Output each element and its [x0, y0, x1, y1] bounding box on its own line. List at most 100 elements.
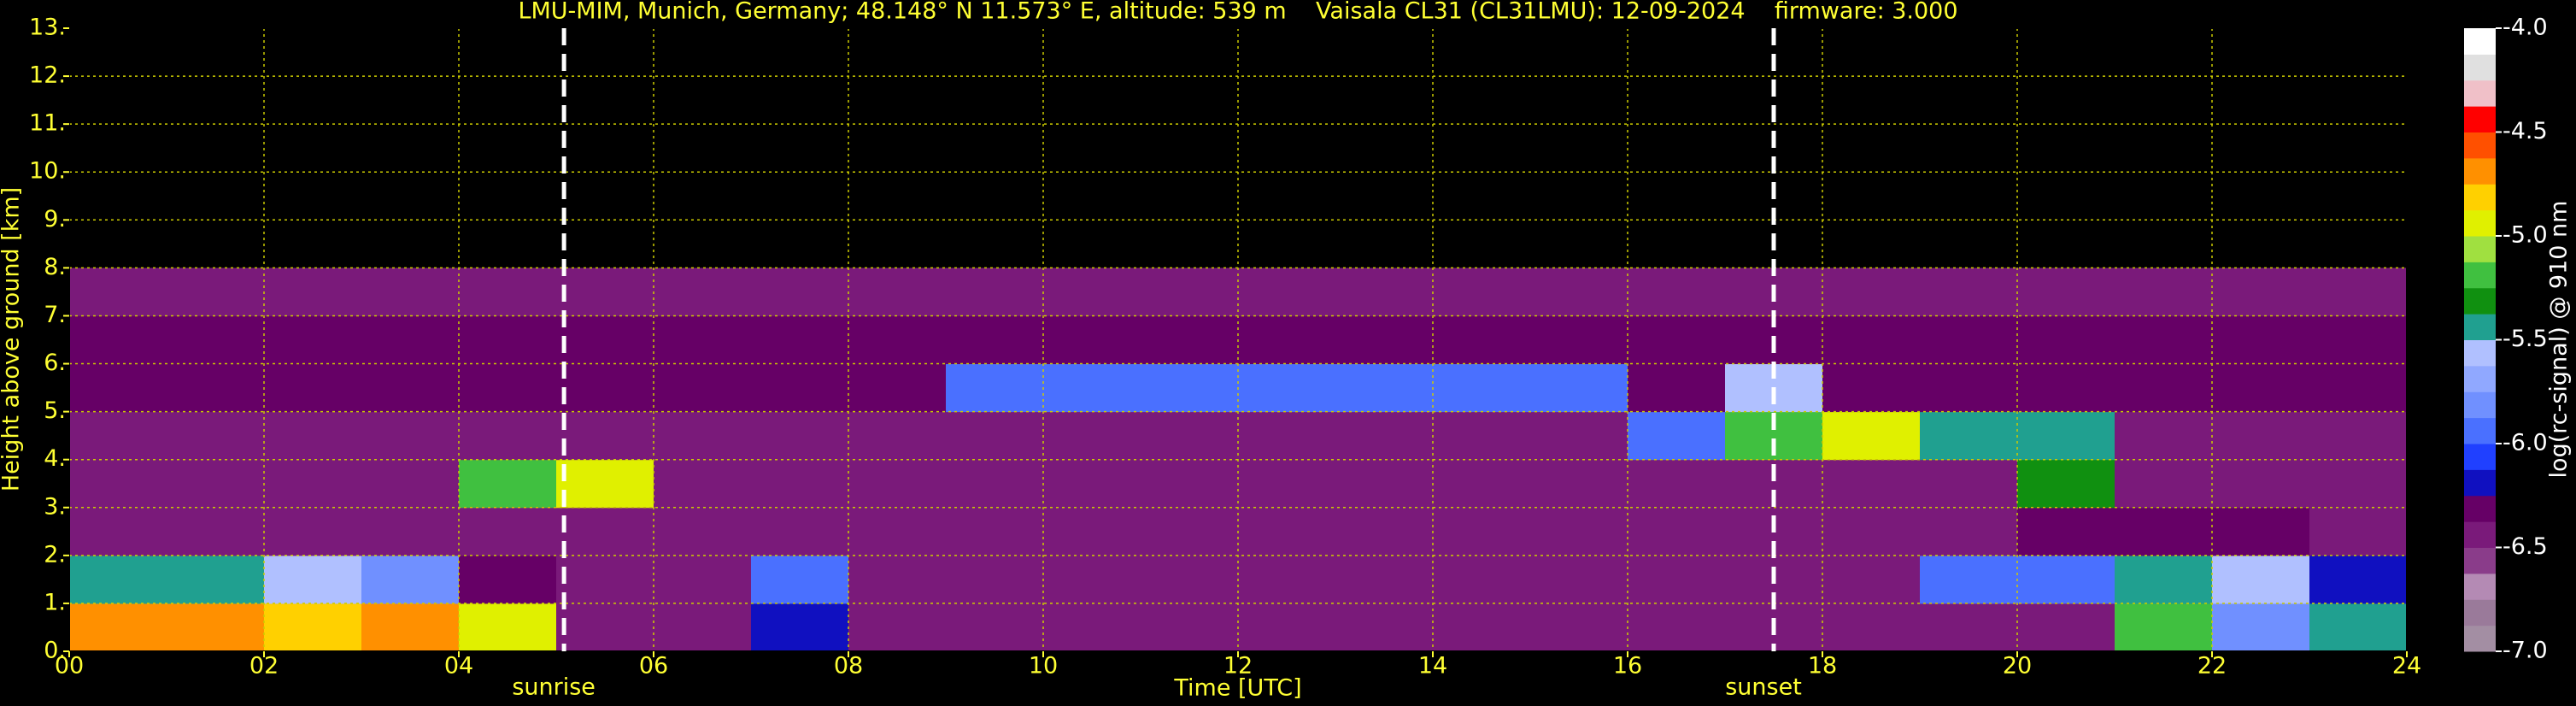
heatmap-cell	[2212, 363, 2310, 413]
heatmap-cell	[167, 555, 265, 604]
heatmap-cell	[1822, 363, 1921, 413]
heatmap-cell	[1141, 268, 1239, 316]
colorbar-swatch	[2464, 339, 2496, 367]
heatmap-cell	[2309, 315, 2408, 365]
heatmap-cell	[751, 459, 849, 509]
colorbar-swatch	[2464, 573, 2496, 600]
heatmap-cell	[1822, 555, 1921, 604]
heatmap-cell	[848, 507, 947, 556]
x-tick-label: 20	[2003, 653, 2032, 680]
colorbar-label: log(rc-signal) @ 910 nm	[2546, 201, 2573, 479]
heatmap-cell	[556, 411, 654, 461]
heatmap-cell	[751, 603, 849, 652]
heatmap-cell	[654, 459, 752, 509]
colorbar-swatch	[2464, 262, 2496, 289]
heatmap-cell	[1822, 459, 1921, 509]
heatmap-cell	[751, 555, 849, 604]
heatmap-cell	[1238, 315, 1336, 365]
heatmap-cell	[1141, 315, 1239, 365]
heatmap-cell	[1141, 555, 1239, 604]
colorbar-swatch	[2464, 625, 2496, 652]
heatmap-cell	[1335, 555, 1434, 604]
heatmap-cell	[2212, 603, 2310, 652]
heatmap-cell	[1141, 459, 1239, 509]
heatmap-cell	[1043, 459, 1141, 509]
y-tick-label: 12.	[29, 62, 66, 89]
heatmap-cell	[946, 555, 1044, 604]
heatmap-cell	[361, 411, 460, 461]
y-tick-label: 0.	[44, 638, 66, 664]
heatmap-cell	[946, 363, 1044, 413]
heatmap-cell	[69, 315, 167, 365]
y-tick-label: 7.	[44, 302, 66, 328]
x-tick-label: 16	[1613, 653, 1642, 680]
heatmap-cell	[1628, 603, 1726, 652]
heatmap-cell	[1920, 268, 2018, 316]
heatmap-cell	[1335, 603, 1434, 652]
colorbar-swatch	[2464, 495, 2496, 522]
heatmap-cell	[946, 268, 1044, 316]
heatmap-cell	[2017, 315, 2115, 365]
colorbar-tick-label: -5.0	[2503, 222, 2548, 249]
heatmap-cell	[1628, 459, 1726, 509]
annotation-label: sunrise	[512, 674, 596, 701]
heatmap-cell	[69, 459, 167, 509]
heatmap-cell	[751, 363, 849, 413]
heatmap-cell	[751, 411, 849, 461]
y-tick-label: 5.	[44, 397, 66, 424]
y-tick-label: 11.	[29, 110, 66, 137]
heatmap-cell	[2115, 459, 2213, 509]
annotation-label: sunset	[1725, 674, 1802, 701]
heatmap-cell	[2017, 363, 2115, 413]
heatmap-cell	[167, 268, 265, 316]
heatmap-cell	[1530, 555, 1628, 604]
heatmap-cell	[751, 268, 849, 316]
colorbar-swatch	[2464, 209, 2496, 237]
y-tick-label: 1.	[44, 589, 66, 615]
heatmap-cell	[1920, 459, 2018, 509]
heatmap-cell	[264, 363, 362, 413]
heatmap-cell	[1628, 363, 1726, 413]
heatmap-cell	[1335, 315, 1434, 365]
heatmap-cell	[556, 459, 654, 509]
heatmap-cell	[2212, 459, 2310, 509]
heatmap-cell	[167, 507, 265, 556]
heatmap-cell	[654, 603, 752, 652]
colorbar-swatch	[2464, 106, 2496, 132]
heatmap-cell	[1433, 268, 1531, 316]
x-tick-label: 12	[1223, 653, 1253, 680]
x-tick-label: 02	[249, 653, 279, 680]
heatmap-cell	[264, 555, 362, 604]
colorbar-swatch	[2464, 444, 2496, 470]
heatmap-cell	[2017, 268, 2115, 316]
colorbar-swatch	[2464, 28, 2496, 55]
colorbar-swatch	[2464, 157, 2496, 185]
heatmap-cell	[2115, 268, 2213, 316]
heatmap-cell	[2115, 555, 2213, 604]
heatmap-cell	[556, 507, 654, 556]
heatmap-cell	[69, 603, 167, 652]
heatmap-cell	[1920, 363, 2018, 413]
heatmap-cell	[2017, 507, 2115, 556]
colorbar-tick-label: -6.5	[2503, 533, 2548, 560]
heatmap-cell	[654, 411, 752, 461]
chart-title: LMU-MIM, Munich, Germany; 48.148° N 11.5…	[518, 0, 1957, 25]
heatmap-cell	[264, 603, 362, 652]
heatmap-cell	[1530, 268, 1628, 316]
heatmap-cell	[459, 603, 557, 652]
heatmap-cell	[361, 268, 460, 316]
heatmap-cell	[2115, 603, 2213, 652]
heatmap-cell	[361, 603, 460, 652]
heatmap-cell	[167, 315, 265, 365]
heatmap-cell	[1043, 268, 1141, 316]
heatmap-cell	[848, 363, 947, 413]
heatmap-cell	[2212, 315, 2310, 365]
heatmap-cell	[2309, 555, 2408, 604]
x-tick-label: 22	[2198, 653, 2227, 680]
heatmap-cell	[69, 363, 167, 413]
heatmap-cell	[69, 507, 167, 556]
heatmap-cell	[848, 315, 947, 365]
heatmap-cell	[459, 507, 557, 556]
x-tick-label: 06	[639, 653, 668, 680]
heatmap-cell	[1530, 507, 1628, 556]
